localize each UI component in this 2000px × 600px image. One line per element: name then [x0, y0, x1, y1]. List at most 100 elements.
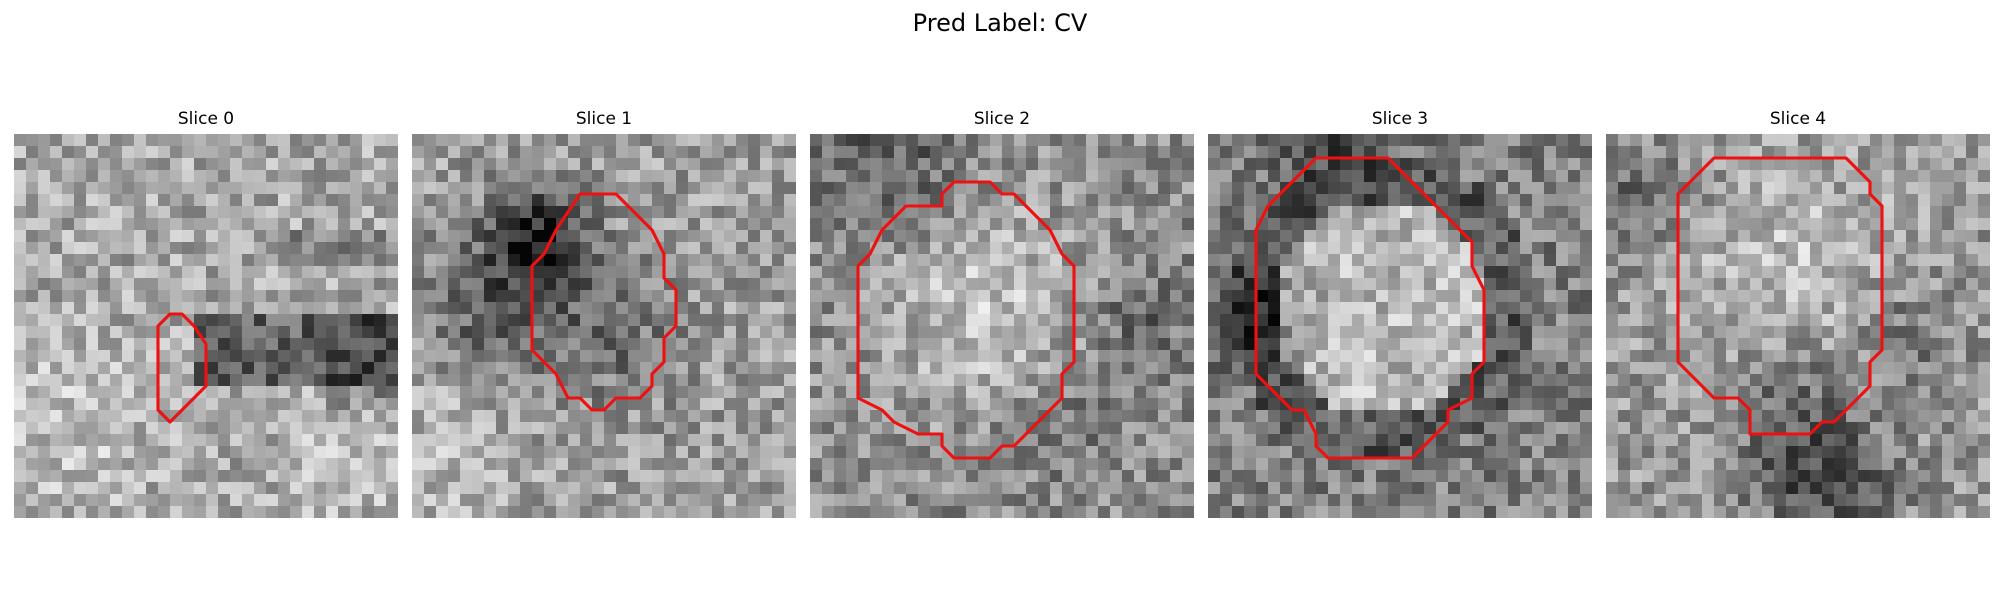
- pixel: [460, 290, 473, 303]
- pixel: [1918, 290, 1931, 303]
- pixel: [724, 218, 737, 231]
- pixel: [496, 410, 509, 423]
- pixel: [1834, 338, 1847, 351]
- pixel: [350, 302, 363, 315]
- pixel: [592, 398, 605, 411]
- pixel: [424, 206, 437, 219]
- pixel: [326, 230, 339, 243]
- pixel: [954, 398, 967, 411]
- pixel: [1630, 206, 1643, 219]
- pixel: [822, 362, 835, 375]
- pixel: [1654, 362, 1667, 375]
- pixel: [906, 206, 919, 219]
- pixel: [1002, 350, 1015, 363]
- pixel: [1026, 242, 1039, 255]
- pixel: [146, 314, 159, 327]
- pixel: [1388, 146, 1401, 159]
- pixel: [1316, 482, 1329, 495]
- pixel: [1158, 218, 1171, 231]
- pixel: [1738, 158, 1751, 171]
- pixel: [1690, 398, 1703, 411]
- pixel: [508, 398, 521, 411]
- pixel: [266, 134, 279, 147]
- pixel: [772, 398, 785, 411]
- pixel: [760, 218, 773, 231]
- pixel: [616, 170, 629, 183]
- pixel: [1544, 182, 1557, 195]
- pixel: [1050, 362, 1063, 375]
- pixel: [640, 422, 653, 435]
- pixel: [1220, 182, 1233, 195]
- pixel: [760, 182, 773, 195]
- pixel: [736, 242, 749, 255]
- pixel: [1364, 254, 1377, 267]
- pixel: [1846, 170, 1859, 183]
- pixel: [496, 146, 509, 159]
- pixel: [1496, 338, 1509, 351]
- pixel: [990, 482, 1003, 495]
- pixel: [1352, 482, 1365, 495]
- pixel: [954, 446, 967, 459]
- pixel: [1364, 134, 1377, 147]
- pixel: [1316, 242, 1329, 255]
- pixel: [1110, 338, 1123, 351]
- pixel: [242, 374, 255, 387]
- pixel: [1292, 146, 1305, 159]
- pixel: [50, 458, 63, 471]
- pixel: [1544, 494, 1557, 507]
- pixel: [628, 278, 641, 291]
- pixel: [1472, 290, 1485, 303]
- pixel: [170, 350, 183, 363]
- pixel: [1098, 446, 1111, 459]
- pixel: [290, 158, 303, 171]
- pixel: [170, 314, 183, 327]
- pixel: [290, 362, 303, 375]
- pixel: [242, 146, 255, 159]
- pixel: [772, 410, 785, 423]
- pixel: [858, 326, 871, 339]
- pixel: [1388, 218, 1401, 231]
- pixel: [1726, 230, 1739, 243]
- pixel: [1062, 302, 1075, 315]
- pixel: [1726, 278, 1739, 291]
- pixel: [230, 410, 243, 423]
- pixel: [1870, 362, 1883, 375]
- pixel: [556, 314, 569, 327]
- pixel: [338, 494, 351, 507]
- pixel: [1182, 242, 1194, 255]
- pixel: [1954, 182, 1967, 195]
- pixel: [1472, 326, 1485, 339]
- pixel: [1508, 434, 1521, 447]
- pixel: [374, 242, 387, 255]
- pixel: [724, 278, 737, 291]
- pixel: [1834, 194, 1847, 207]
- pixel: [74, 410, 87, 423]
- pixel: [870, 278, 883, 291]
- pixel: [412, 410, 425, 423]
- pixel: [122, 446, 135, 459]
- pixel: [230, 146, 243, 159]
- pixel: [580, 134, 593, 147]
- pixel: [966, 206, 979, 219]
- pixel: [1496, 278, 1509, 291]
- pixel: [568, 410, 581, 423]
- pixel: [748, 194, 761, 207]
- pixel: [894, 314, 907, 327]
- pixel: [1220, 290, 1233, 303]
- pixel: [508, 362, 521, 375]
- pixel: [290, 134, 303, 147]
- pixel: [1822, 434, 1835, 447]
- pixel: [580, 218, 593, 231]
- pixel: [1280, 158, 1293, 171]
- pixel: [712, 302, 725, 315]
- pixel: [1978, 350, 1990, 363]
- pixel: [74, 146, 87, 159]
- pixel: [1208, 134, 1221, 147]
- pixel: [1232, 158, 1245, 171]
- pixel: [1026, 194, 1039, 207]
- pixel: [1436, 410, 1449, 423]
- pixel: [412, 218, 425, 231]
- pixel: [182, 218, 195, 231]
- pixel: [604, 254, 617, 267]
- pixel: [1292, 266, 1305, 279]
